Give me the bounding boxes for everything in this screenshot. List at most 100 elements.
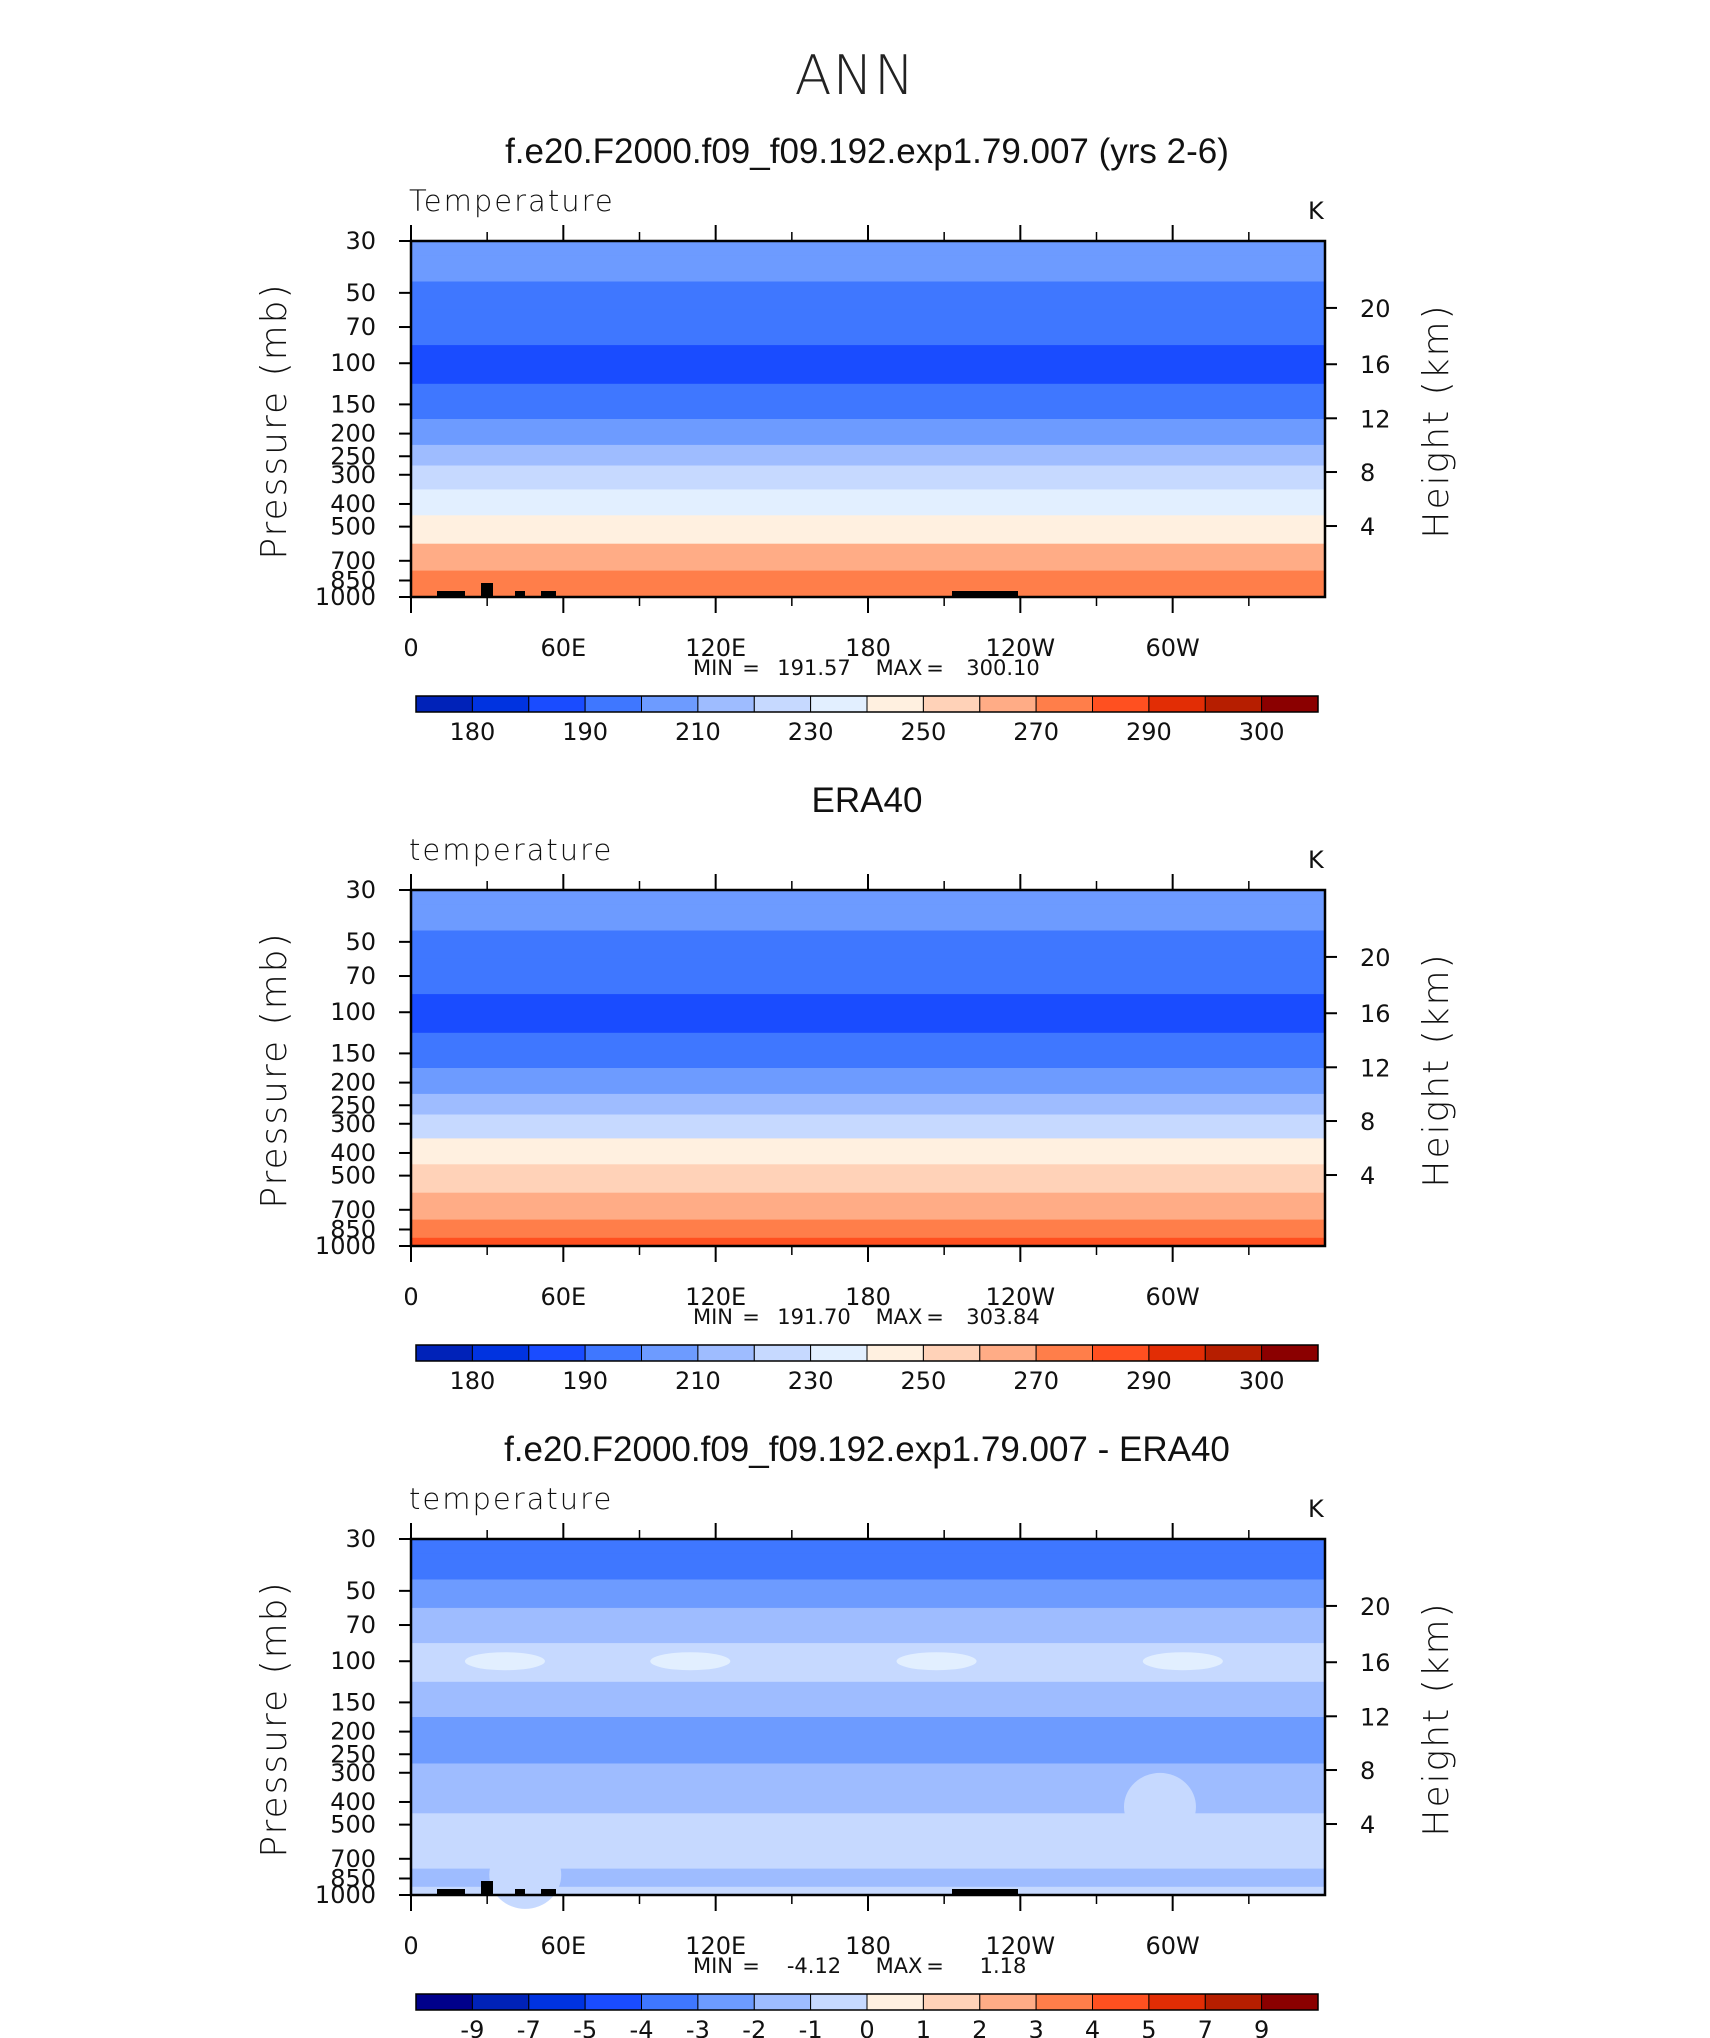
panel-2: ERA40 temperature K 0 60E 120E 180 120W 60W 30 50 7… [254, 781, 1457, 1395]
y-tick-label: 150 [330, 1688, 376, 1716]
colorbar-label: -4 [630, 2016, 654, 2038]
y-right-tick-label: 12 [1360, 405, 1391, 433]
contour-band [411, 1114, 1325, 1139]
y-axis-label: Pressure (mb) [254, 1580, 295, 1857]
min-value: -4.12 [787, 1954, 841, 1978]
contour-band [411, 588, 1325, 598]
min-value: 191.70 [777, 1305, 850, 1329]
contour-band [411, 994, 1325, 1034]
x-tick-label: 120E [685, 634, 746, 662]
contour-band [411, 1219, 1325, 1239]
colorbar-swatch [922, 1993, 981, 2011]
colorbar-swatch [979, 1344, 1037, 1362]
y-tick-label: 850 [330, 567, 376, 595]
contour-patch [1142, 1652, 1223, 1671]
y-tick-label: 500 [330, 513, 376, 541]
colorbar-label: 290 [1126, 1367, 1172, 1395]
x-tick-label: 60E [540, 634, 586, 662]
y-tick-label: 70 [345, 313, 376, 341]
contour-patch [489, 1840, 562, 1909]
topography-block [515, 591, 525, 597]
y-tick-label: 1000 [315, 1232, 376, 1260]
contour-band [411, 1886, 1325, 1896]
y-tick-label: 30 [345, 876, 376, 904]
colorbar-label: 230 [788, 1367, 834, 1395]
contour-patch [464, 1652, 545, 1671]
y-right-tick-label: 20 [1360, 295, 1391, 323]
y-tick-label: 70 [345, 962, 376, 990]
colorbar-swatch [641, 1993, 699, 2011]
y-tick-label: 700 [330, 547, 376, 575]
contour-band [411, 309, 1325, 346]
y-tick-label: 200 [330, 1718, 376, 1746]
contour-band [411, 1553, 1325, 1581]
y-tick-label: 30 [345, 1525, 376, 1553]
y-tick-label: 300 [330, 1110, 376, 1138]
colorbar-label: 270 [1013, 718, 1059, 746]
y-tick-label: 200 [330, 1069, 376, 1097]
colorbar-swatch [1035, 1993, 1093, 2011]
y-tick-label: 300 [330, 461, 376, 489]
colorbar-swatch [1204, 1344, 1263, 1362]
y-tick-label: 400 [330, 1139, 376, 1167]
colorbar-swatch [753, 1344, 812, 1362]
colorbar-swatch [866, 695, 924, 713]
contour-band [411, 1138, 1325, 1165]
topography-block [952, 1889, 1018, 1895]
colorbar-swatch [1148, 1993, 1206, 2011]
x-tick-label: 120W [986, 1932, 1056, 1960]
y-right-tick-label: 16 [1360, 1000, 1391, 1028]
contour-band [411, 890, 1325, 906]
contour-patch [650, 1652, 731, 1671]
colorbar-label: 2 [972, 2016, 987, 2038]
y-tick-label: 70 [345, 1611, 376, 1639]
y-tick-label: 250 [330, 1091, 376, 1119]
contour-band [411, 904, 1325, 932]
colorbar-swatch [866, 1344, 924, 1362]
colorbar-swatch [1092, 1344, 1150, 1362]
y-tick-label: 50 [345, 928, 376, 956]
y-tick-label: 400 [330, 1788, 376, 1816]
colorbar-swatch [753, 1993, 812, 2011]
contour-band [411, 489, 1325, 516]
topography-block [952, 591, 1018, 597]
contour-band [411, 1192, 1325, 1221]
colorbar-swatch [810, 695, 868, 713]
max-value: 1.18 [980, 1954, 1027, 1978]
y-tick-label: 250 [330, 442, 376, 470]
colorbar-swatch [1261, 1344, 1319, 1362]
x-tick-label: 120W [986, 1283, 1056, 1311]
contour-band [411, 1681, 1325, 1718]
variable-label: temperature [409, 833, 613, 867]
contour-band [411, 930, 1325, 960]
colorbar-label: 250 [900, 718, 946, 746]
colorbar-swatch [1148, 695, 1206, 713]
page-title: ANN [794, 44, 916, 107]
topography-block [437, 1889, 465, 1895]
colorbar-label: 9 [1254, 2016, 1269, 2038]
panel-title: f.e20.F2000.f09_f09.192.exp1.79.007 - ER… [504, 1430, 1230, 1469]
y-right-tick-label: 20 [1360, 1593, 1391, 1621]
y-right-tick-label: 16 [1360, 351, 1391, 379]
contour-band [411, 383, 1325, 420]
y-tick-label: 50 [345, 279, 376, 307]
colorbar-swatch [697, 1344, 755, 1362]
y-tick-label: 700 [330, 1196, 376, 1224]
max-equals: = [926, 1305, 944, 1329]
min-equals: = [742, 1954, 760, 1978]
y-axis-label-right: Height (km) [1416, 303, 1457, 538]
y-right-tick-label: 12 [1360, 1703, 1391, 1731]
colorbar-label: 4 [1085, 2016, 1100, 2038]
y-right-tick-label: 16 [1360, 1649, 1391, 1677]
colorbar-swatch [415, 695, 473, 713]
colorbar-label: -3 [686, 2016, 710, 2038]
contour-band [411, 1237, 1325, 1247]
topography-block [481, 1881, 493, 1895]
x-tick-label: 60E [540, 1932, 586, 1960]
panel-3: f.e20.F2000.f09_f09.192.exp1.79.007 - ER… [254, 1430, 1457, 2038]
contour-band [411, 1539, 1325, 1555]
colorbar-swatch [528, 1993, 586, 2011]
colorbar-label: -9 [460, 2016, 484, 2038]
colorbar-label: 190 [562, 718, 608, 746]
y-tick-label: 300 [330, 1759, 376, 1787]
